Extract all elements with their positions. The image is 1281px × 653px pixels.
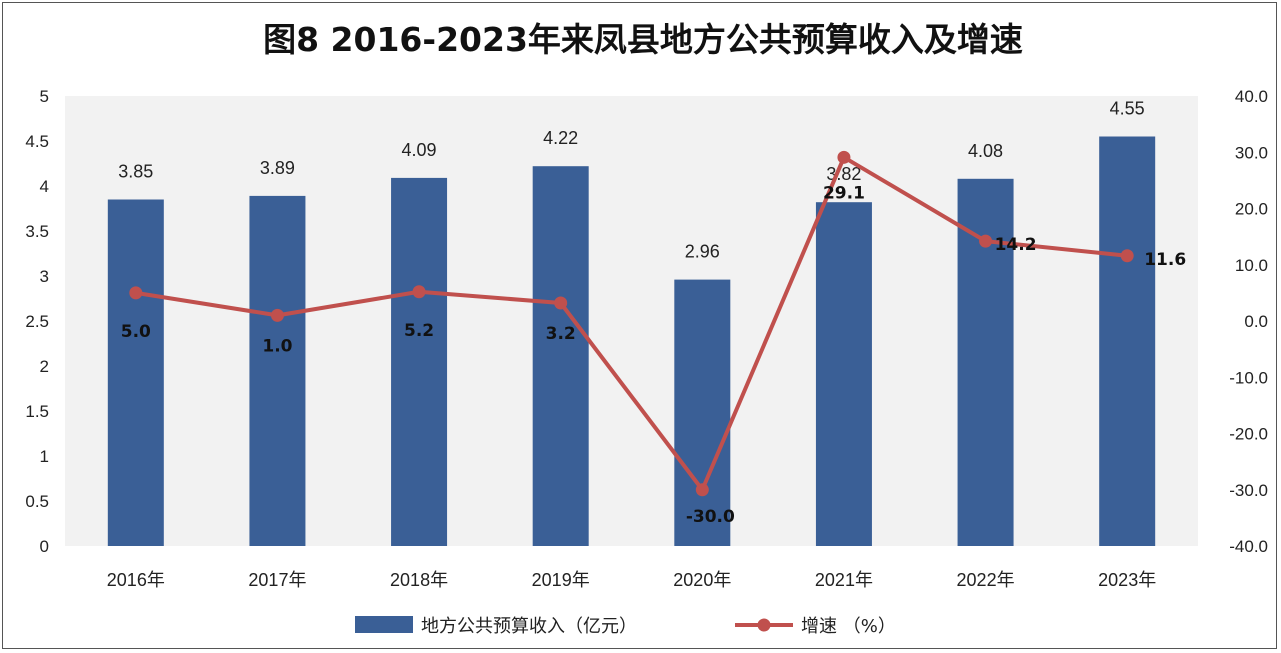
bar-series [107,136,1156,547]
bar [532,166,589,546]
bar [391,177,448,546]
right-axis: -40.0 -30.0 -20.0 -10.0 0.0 10.0 20.0 30.0 40.0 [1229,87,1268,556]
legend: 地方公共预算收入（亿元） 增速 （%） [355,616,896,637]
legend-line-marker [757,618,771,632]
chart-title: 图8 2016-2023年来凤县地方公共预算收入及增速 [263,20,1023,59]
growth-point [695,483,709,497]
plot-area [65,96,1198,546]
left-tick-label: 5 [40,87,49,106]
growth-value-label: 5.2 [404,321,434,341]
bar-value-label: 4.22 [543,128,578,148]
line-series [129,150,1134,497]
category-label: 2022年 [957,570,1015,590]
growth-value-label: 1.0 [262,336,292,356]
bar [957,178,1014,547]
left-tick-label: 2.5 [25,312,49,331]
right-tick-label: 40.0 [1235,87,1268,106]
bar-value-label: 3.89 [260,158,295,178]
growth-point [1120,249,1134,263]
bar [249,195,306,546]
left-tick-label: 0 [40,537,49,556]
growth-point [270,308,284,322]
growth-value-label: 11.6 [1144,250,1186,270]
bar [107,199,164,546]
bar-value-label: 4.55 [1110,99,1145,119]
category-axis: 2016年 2017年 2018年 2019年 2020年 2021年 2022年 2023年 [107,570,1156,590]
right-tick-label: -20.0 [1229,425,1268,444]
category-label: 2018年 [390,570,448,590]
growth-value-label: 14.2 [995,235,1037,255]
category-label: 2019年 [532,570,590,590]
growth-point [979,234,993,248]
category-label: 2023年 [1098,570,1156,590]
left-tick-label: 3 [40,267,49,286]
growth-value-label: 29.1 [823,183,865,203]
legend-bar-label: 地方公共预算收入（亿元） [421,616,637,637]
bar-value-label: 4.09 [402,140,437,160]
growth-point [129,286,143,300]
left-tick-label: 1.5 [25,402,49,421]
growth-line [135,155,1128,492]
growth-point [837,150,851,164]
right-tick-label: -10.0 [1229,368,1268,387]
category-label: 2020年 [673,570,731,590]
left-tick-label: 0.5 [25,492,49,511]
line-data-labels: 5.0 1.0 5.2 3.2 -30.0 29.1 14.2 11.6 [121,183,1186,526]
bar-value-label: 4.08 [968,141,1003,161]
bar [1099,136,1156,546]
left-axis: 0 0.5 1 1.5 2 2.5 3 3.5 4 4.5 5 [25,87,49,556]
legend-line-label: 增速 （%） [801,616,896,637]
left-tick-label: 4.5 [25,132,49,151]
chart-canvas: 图8 2016-2023年来凤县地方公共预算收入及增速 0 0.5 1 1.5 2 2.5… [25,20,1268,637]
left-tick-label: 4 [40,177,49,196]
growth-value-label: -30.0 [686,507,735,527]
bar [815,202,872,546]
growth-value-label: 3.2 [546,324,576,344]
bar-value-label: 3.85 [118,162,153,182]
bar [674,279,731,546]
growth-point [554,296,568,310]
bar-value-label: 2.96 [685,242,720,262]
category-label: 2016年 [107,570,165,590]
legend-bar-swatch [355,616,413,633]
category-label: 2021年 [815,570,873,590]
left-tick-label: 2 [40,357,49,376]
right-tick-label: 10.0 [1235,256,1268,275]
right-tick-label: 0.0 [1244,312,1268,331]
growth-point [412,285,426,299]
left-tick-label: 1 [40,447,49,466]
right-tick-label: 30.0 [1235,143,1268,162]
growth-value-label: 5.0 [121,322,151,342]
right-tick-label: -30.0 [1229,481,1268,500]
left-tick-label: 3.5 [25,222,49,241]
category-label: 2017年 [248,570,306,590]
right-tick-label: -40.0 [1229,537,1268,556]
right-tick-label: 20.0 [1235,200,1268,219]
